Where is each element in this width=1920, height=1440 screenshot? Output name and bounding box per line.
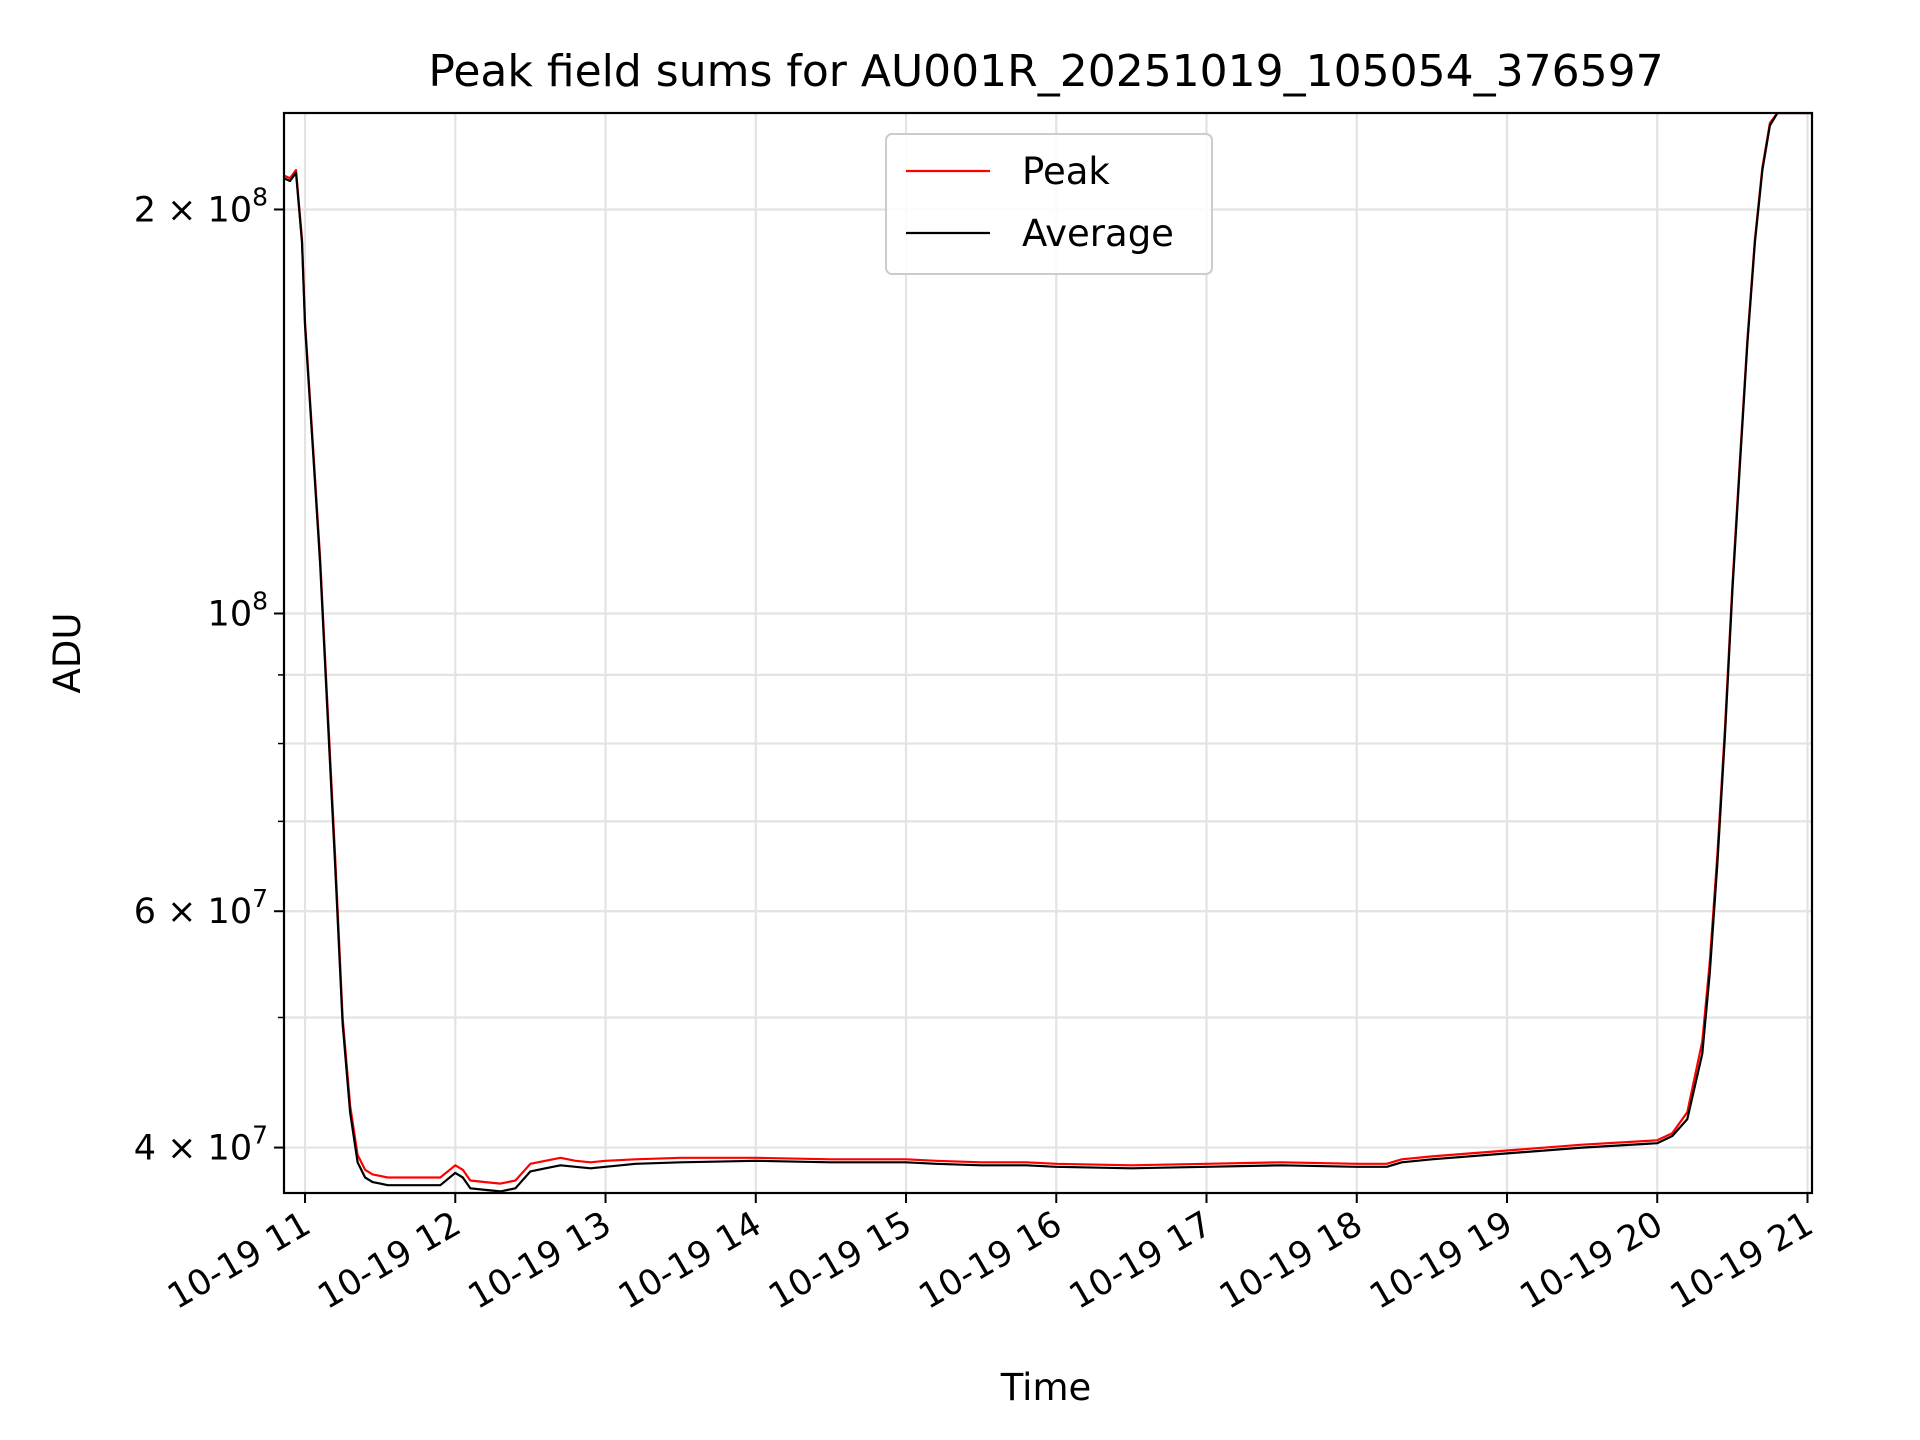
legend: Peak Average bbox=[885, 133, 1213, 275]
y-tick-label: 108 bbox=[208, 586, 268, 634]
y-tick-label: 6 × 107 bbox=[134, 884, 268, 932]
y-tick-label: 4 × 107 bbox=[134, 1121, 268, 1169]
axes-frame bbox=[282, 111, 1814, 1195]
chart-title: Peak field sums for AU001R_20251019_1050… bbox=[428, 46, 1663, 97]
y-axis: 4 × 107 6 × 107 108 2 × 108 bbox=[134, 182, 284, 1169]
x-axis-label: Time bbox=[1000, 1366, 1092, 1409]
y-tick-label: 2 × 108 bbox=[134, 182, 268, 230]
plot-area bbox=[284, 113, 1812, 1193]
legend-box bbox=[885, 133, 1213, 275]
series-line-average bbox=[284, 113, 1812, 1193]
y-axis-label: ADU bbox=[46, 613, 89, 694]
legend-label-average: Average bbox=[1022, 212, 1174, 255]
legend-label-peak: Peak bbox=[1022, 150, 1110, 193]
